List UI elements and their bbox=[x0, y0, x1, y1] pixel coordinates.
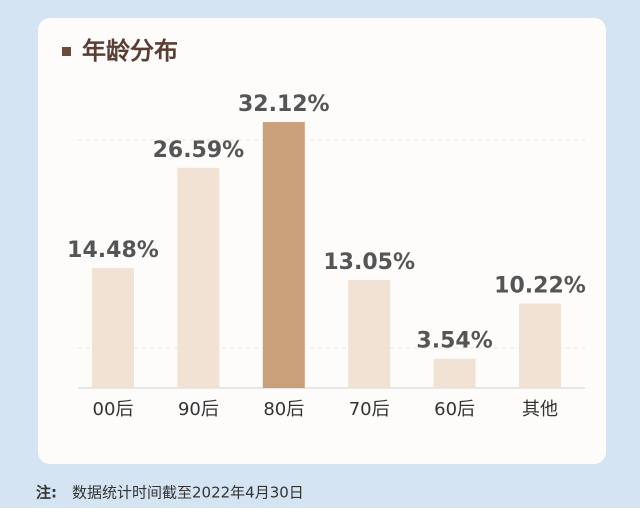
x-tick-label: 70后 bbox=[349, 399, 390, 420]
x-tick-label: 90后 bbox=[178, 399, 219, 420]
bar bbox=[348, 279, 391, 388]
note: 数据统计时间截至2022年4月30日 bbox=[72, 484, 304, 502]
bar bbox=[519, 303, 561, 388]
bar bbox=[433, 358, 476, 388]
value-label: 3.54% bbox=[416, 329, 492, 354]
x-tick-label: 60后 bbox=[434, 399, 475, 420]
note-label: 注: bbox=[36, 484, 57, 502]
value-label: 10.22% bbox=[494, 273, 586, 298]
title-marker bbox=[62, 47, 71, 56]
bar bbox=[92, 268, 134, 388]
x-tick-label: 80后 bbox=[263, 399, 304, 420]
bar bbox=[177, 167, 220, 388]
value-label: 14.48% bbox=[67, 238, 159, 263]
chart-title: 年龄分布 bbox=[82, 37, 178, 65]
value-label: 26.59% bbox=[153, 138, 245, 163]
value-label: 32.12% bbox=[238, 92, 330, 117]
x-tick-label: 其他 bbox=[522, 399, 558, 420]
bar bbox=[262, 122, 305, 389]
value-label: 13.05% bbox=[323, 250, 415, 275]
x-tick-label: 00后 bbox=[93, 399, 134, 420]
